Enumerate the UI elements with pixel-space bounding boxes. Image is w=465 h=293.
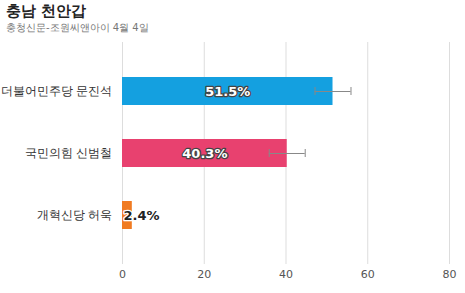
svg-text:51.5%: 51.5% bbox=[205, 84, 250, 99]
svg-text:2.4%: 2.4% bbox=[124, 208, 160, 223]
svg-text:0: 0 bbox=[119, 268, 126, 281]
svg-text:40: 40 bbox=[279, 268, 293, 281]
svg-text:20: 20 bbox=[197, 268, 211, 281]
svg-text:60: 60 bbox=[361, 268, 375, 281]
svg-text:80: 80 bbox=[443, 268, 457, 281]
html-text:충남 천안갑: 충남 천안갑 bbox=[6, 2, 87, 20]
svg-text:40.3%: 40.3% bbox=[182, 146, 227, 161]
svg-text:개혁신당 허욱: 개혁신당 허욱 bbox=[37, 208, 113, 222]
svg-text:더불어민주당 문진석: 더불어민주당 문진석 bbox=[1, 84, 113, 98]
html-text:충청신문-조원씨앤아이 4월 4일: 충청신문-조원씨앤아이 4월 4일 bbox=[6, 22, 149, 33]
svg-text:국민의힘 신범철: 국민의힘 신범철 bbox=[25, 146, 113, 160]
